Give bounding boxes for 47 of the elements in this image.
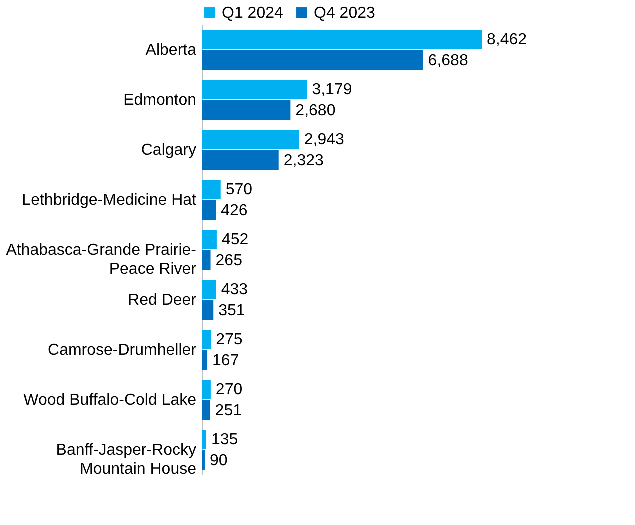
- data-label: 351: [218, 302, 246, 320]
- bar: [202, 100, 291, 120]
- data-label: 6,688: [428, 52, 468, 70]
- data-label: 3,179: [312, 82, 352, 99]
- y-tick-label: Red Deer: [128, 292, 198, 309]
- bar: [202, 50, 424, 70]
- data-label: 135: [211, 432, 238, 449]
- data-label: 2,943: [304, 132, 345, 149]
- bar: [202, 200, 216, 220]
- y-tick-label: Edmonton: [124, 92, 196, 109]
- y-tick-label: Calgary: [141, 142, 196, 159]
- data-label: 265: [216, 252, 243, 270]
- legend-label: Q1 2024: [222, 5, 284, 22]
- bar: [202, 130, 300, 150]
- data-label: 90: [210, 452, 228, 470]
- data-label: 270: [216, 382, 243, 399]
- bar: [202, 80, 308, 100]
- y-tick-label: Athabasca-Grande Prairie- Peace River: [6, 242, 198, 278]
- data-label: 2,323: [284, 152, 324, 170]
- y-tick-label: Lethbridge-Medicine Hat: [22, 192, 198, 209]
- y-tick-label: Wood Buffalo-Cold Lake: [24, 392, 197, 409]
- data-label: 426: [221, 202, 248, 220]
- bar: [202, 180, 221, 200]
- bar: [202, 150, 279, 170]
- data-label: 251: [215, 402, 242, 420]
- bar: [202, 30, 482, 50]
- data-label: 275: [216, 332, 243, 349]
- data-label: 2,680: [296, 102, 336, 120]
- data-label: 570: [226, 182, 253, 199]
- bar: [202, 430, 206, 450]
- bar: [202, 380, 211, 400]
- bar: [202, 450, 205, 470]
- bar: [202, 330, 212, 350]
- bar: [202, 300, 214, 320]
- data-label: 433: [221, 282, 248, 299]
- legend-label: Q4 2023: [314, 5, 376, 22]
- data-label: 167: [212, 352, 240, 370]
- data-label: 452: [222, 232, 249, 249]
- bar: [202, 250, 211, 270]
- bar: [202, 280, 216, 300]
- y-tick-label: Alberta: [146, 42, 197, 59]
- bar: [202, 400, 210, 420]
- y-tick-label: Banff-Jasper-Rocky Mountain House: [56, 442, 197, 478]
- bar: [202, 230, 217, 250]
- bar: [202, 350, 208, 370]
- data-label: 8,462: [487, 32, 528, 49]
- y-tick-label: Camrose-Drumheller: [48, 342, 198, 359]
